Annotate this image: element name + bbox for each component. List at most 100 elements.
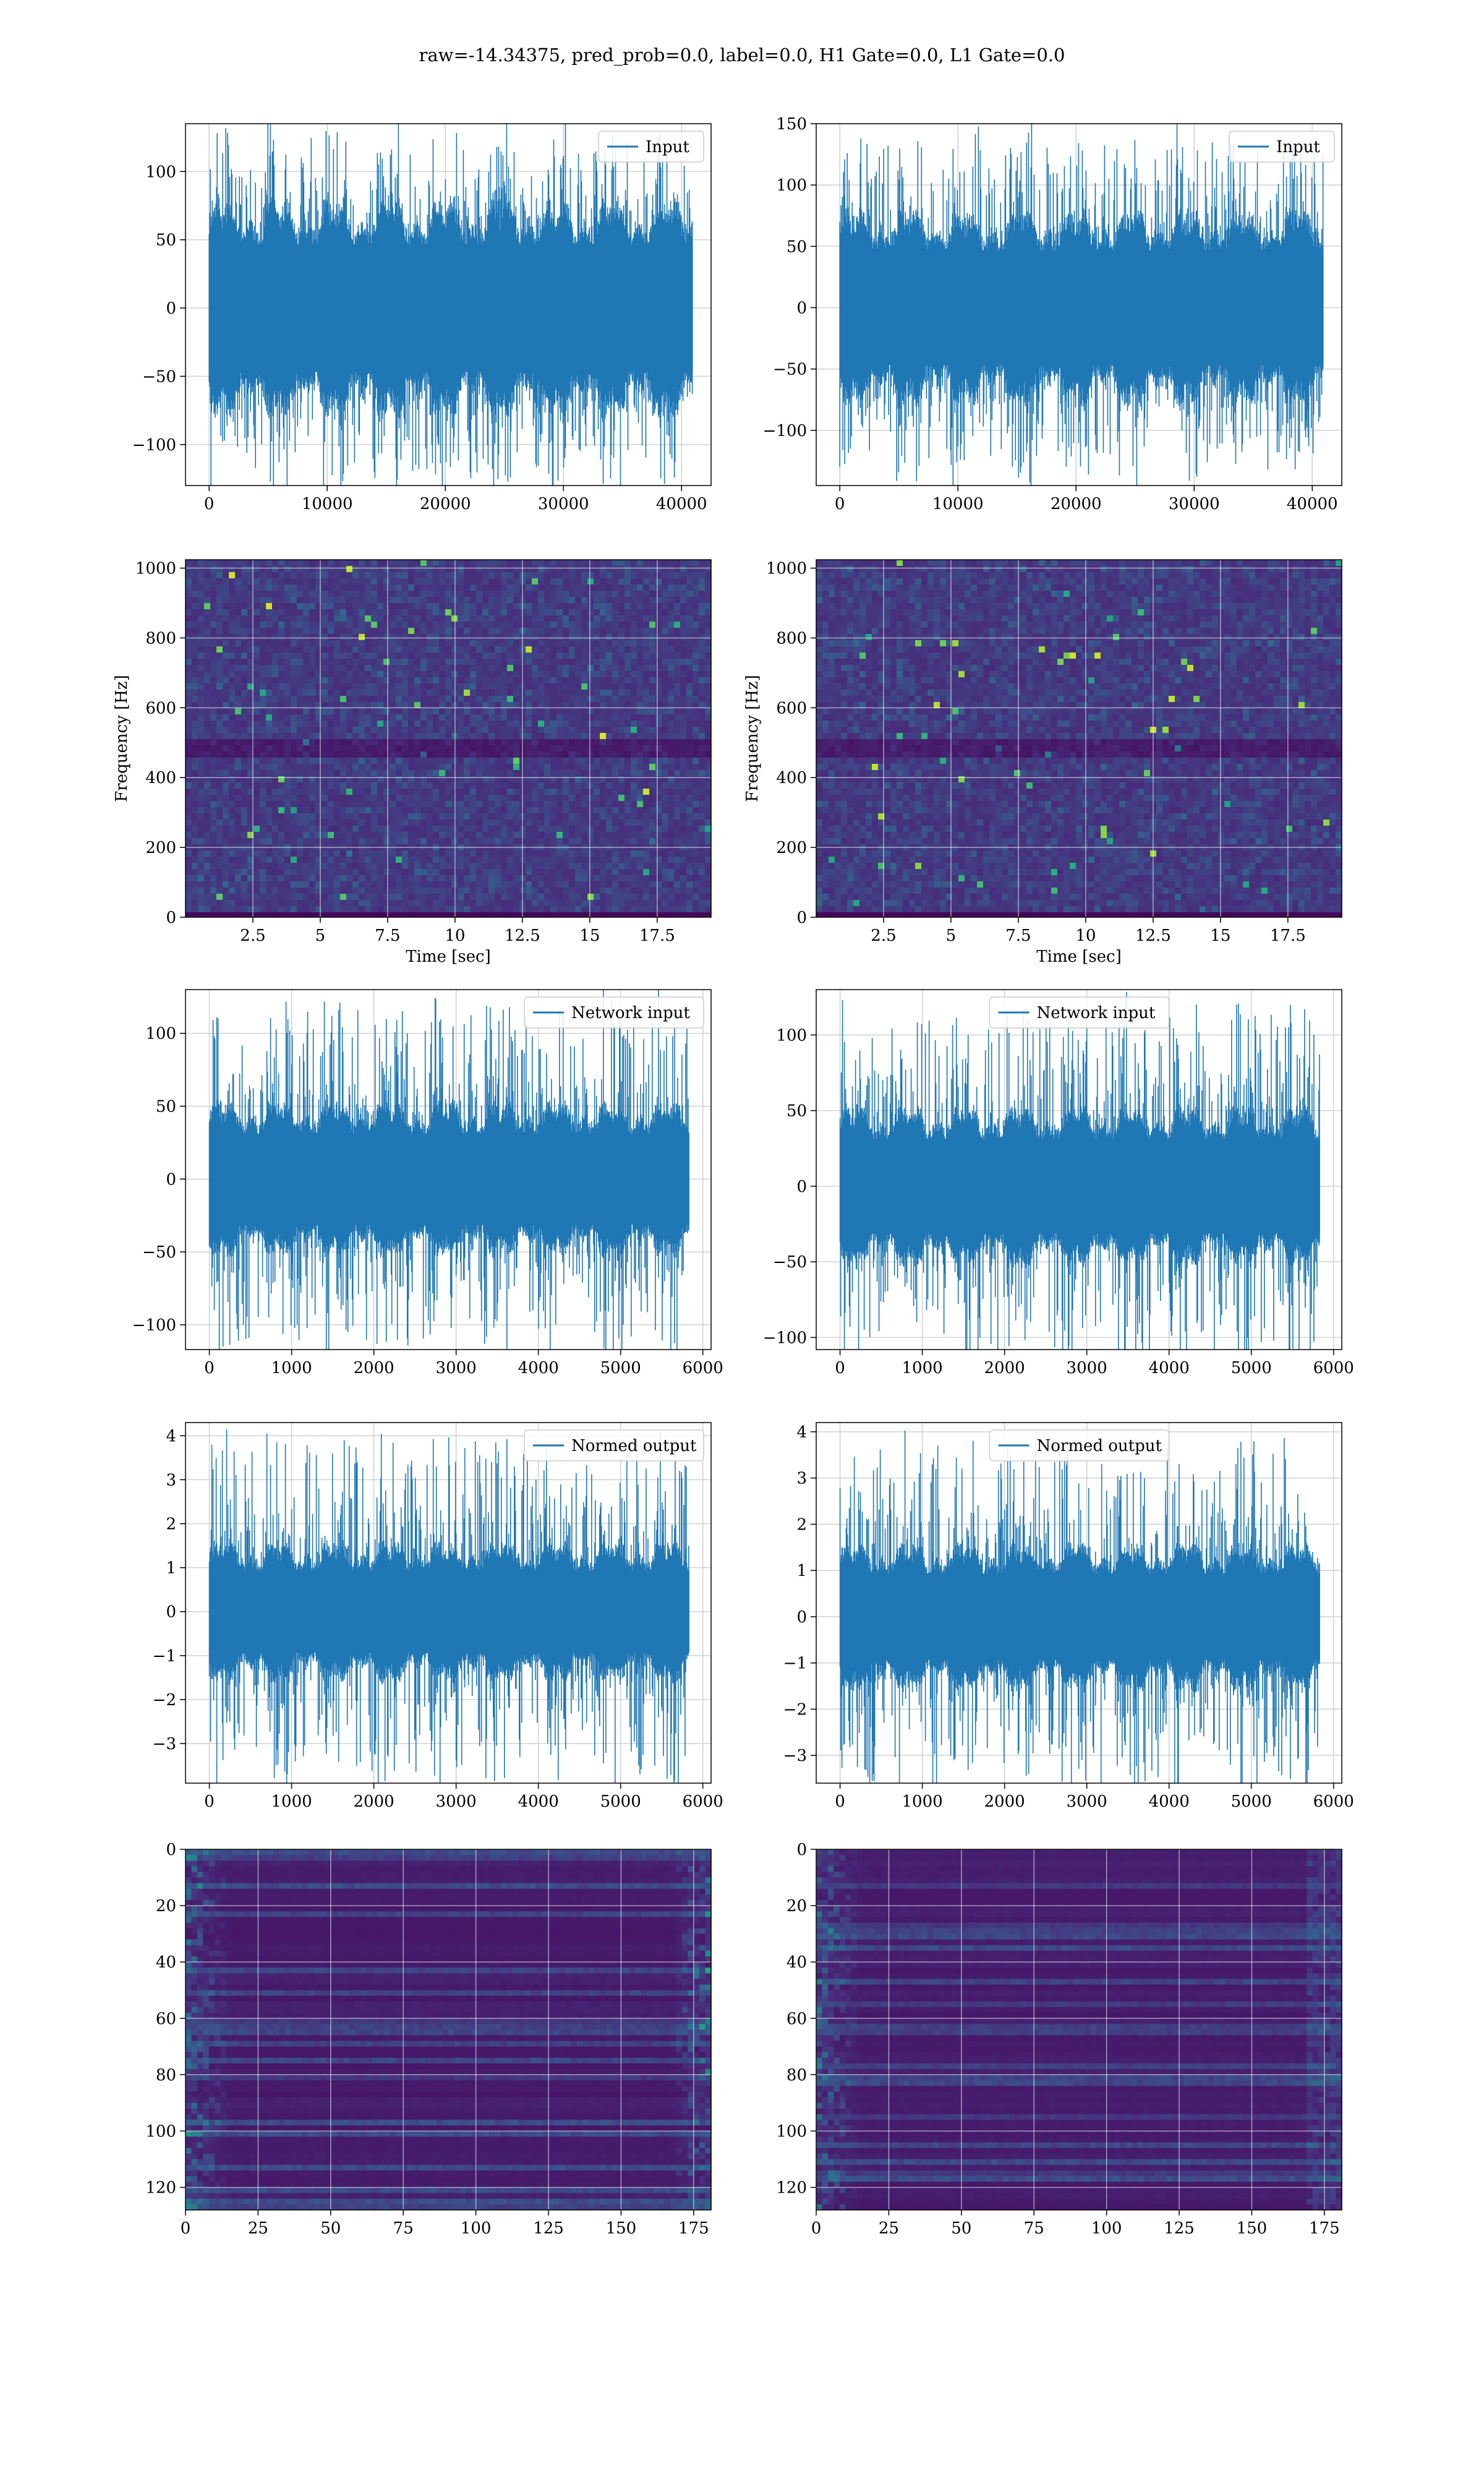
x-tick-label: 3000 <box>1067 1359 1107 1377</box>
y-tick-label: 40 <box>787 1953 807 1972</box>
x-tick-label: 6000 <box>1313 1792 1354 1811</box>
x-tick-label: 3000 <box>436 1792 477 1811</box>
chart-spectrogram-h1: 2.5 5 7.5 10 12.5 15 17.502004006008001000Time… <box>113 560 711 966</box>
x-tick-label: 5000 <box>1231 1359 1272 1377</box>
x-tick-label: 0 <box>835 1359 845 1377</box>
x-tick-label: 20000 <box>420 495 471 513</box>
y-tick-label: 0 <box>796 1178 807 1196</box>
x-tick-label: 0 <box>204 495 215 513</box>
y-tick-label: 50 <box>156 1098 176 1116</box>
x-tick-label: 4000 <box>518 1792 559 1811</box>
y-tick-label: −2 <box>783 1700 807 1719</box>
y-tick-label: 50 <box>156 231 176 250</box>
x-tick-label: 5000 <box>600 1359 641 1377</box>
x-tick-label: 75 <box>393 2219 414 2238</box>
x-tick-label: 100 <box>1091 2219 1122 2238</box>
x-tick-label: 150 <box>1237 2219 1268 2238</box>
series-core <box>840 1139 1320 1234</box>
legend-label: Network input <box>571 1004 690 1022</box>
legend: Normed output <box>524 1430 704 1461</box>
x-tick-label: 1000 <box>271 1792 312 1811</box>
x-tick-label: 175 <box>1309 2219 1340 2238</box>
y-tick-label: −1 <box>783 1654 807 1673</box>
y-tick-label: −100 <box>763 422 807 440</box>
y-tick-label: 100 <box>145 163 176 181</box>
x-tick-label: 2.5 <box>240 927 265 945</box>
y-axis-label: Frequency [Hz] <box>113 675 131 802</box>
x-tick-label: 12.5 <box>505 927 540 945</box>
x-tick-label: 75 <box>1024 2219 1044 2238</box>
legend-label: Normed output <box>571 1437 697 1455</box>
x-tick-label: 2000 <box>984 1792 1025 1811</box>
chart-network-input-l1: 0 1000 2000 3000 4000 5000 6000−100−50050100Ne… <box>763 990 1354 1377</box>
x-tick-label: 5000 <box>600 1792 641 1811</box>
y-tick-label: 1000 <box>135 560 176 578</box>
chart-input-l1: 0 10000 20000 30000 40000−100−50050100150Inp… <box>763 115 1342 513</box>
y-tick-label: −50 <box>773 1253 807 1272</box>
y-tick-label: −100 <box>132 1316 176 1335</box>
y-tick-label: 120 <box>145 2179 176 2198</box>
x-tick-label: 2000 <box>354 1359 394 1377</box>
y-tick-label: −100 <box>132 436 176 455</box>
x-tick-label: 175 <box>678 2219 709 2238</box>
y-tick-label: 0 <box>796 299 807 317</box>
x-tick-label: 125 <box>1164 2219 1195 2238</box>
y-tick-label: 0 <box>796 1608 807 1627</box>
x-tick-label: 3000 <box>436 1359 477 1377</box>
x-tick-label: 17.5 <box>1270 927 1306 945</box>
x-tick-label: 40000 <box>656 495 707 513</box>
x-tick-label: 150 <box>606 2219 637 2238</box>
y-tick-label: 400 <box>145 769 176 787</box>
y-tick-label: 0 <box>796 1841 807 1859</box>
x-tick-label: 125 <box>533 2219 564 2238</box>
y-tick-label: −1 <box>153 1647 176 1666</box>
series-core <box>840 1573 1320 1660</box>
y-tick-label: 2 <box>796 1515 807 1534</box>
x-tick-label: 6000 <box>1313 1359 1354 1377</box>
series-core <box>210 1570 689 1653</box>
chart-normed-output-h1: 0 1000 2000 3000 4000 5000 6000−3−2−101234Norm… <box>153 1423 723 1811</box>
y-tick-label: 800 <box>145 629 176 648</box>
x-tick-label: 10 <box>445 927 465 945</box>
x-tick-label: 25 <box>248 2219 268 2238</box>
chart-normed-output-l1: 0 1000 2000 3000 4000 5000 6000−3−2−101234Norm… <box>783 1423 1354 1811</box>
y-tick-label: 0 <box>166 1170 176 1189</box>
x-tick-label: 1000 <box>902 1792 943 1811</box>
legend: Normed output <box>990 1430 1169 1461</box>
x-tick-label: 17.5 <box>639 927 675 945</box>
chart-network-input-h1: 0 1000 2000 3000 4000 5000 6000−100−50050100Ne… <box>132 987 723 1377</box>
y-tick-label: 4 <box>796 1423 807 1442</box>
y-tick-label: 100 <box>776 176 807 195</box>
y-tick-label: 4 <box>166 1427 176 1445</box>
series-core <box>210 1134 689 1225</box>
x-tick-label: 5 <box>946 927 957 945</box>
x-tick-label: 3000 <box>1067 1792 1107 1811</box>
y-tick-label: −50 <box>142 367 176 386</box>
x-tick-label: 6000 <box>683 1359 723 1377</box>
x-tick-label: 1000 <box>271 1359 312 1377</box>
x-tick-label: 10000 <box>932 495 984 513</box>
y-tick-label: 80 <box>787 2066 807 2084</box>
legend-label: Normed output <box>1037 1437 1162 1455</box>
y-tick-label: 80 <box>156 2066 176 2084</box>
series-core <box>840 250 1323 366</box>
x-tick-label: 2000 <box>984 1359 1025 1377</box>
y-tick-label: 1 <box>796 1562 807 1580</box>
x-tick-label: 4000 <box>1149 1792 1190 1811</box>
x-tick-label: 4000 <box>1149 1359 1190 1377</box>
x-tick-label: 12.5 <box>1135 927 1171 945</box>
x-tick-label: 0 <box>204 1359 215 1377</box>
heatmap-cells <box>816 1849 1342 2211</box>
x-tick-label: 30000 <box>538 495 589 513</box>
y-tick-label: 150 <box>776 115 807 134</box>
x-tick-label: 4000 <box>518 1359 559 1377</box>
y-tick-label: 120 <box>776 2179 807 2198</box>
x-tick-label: 10000 <box>302 495 353 513</box>
legend: Network input <box>524 997 704 1028</box>
x-tick-label: 2.5 <box>871 927 896 945</box>
legend: Input <box>1229 131 1334 162</box>
y-tick-label: 50 <box>787 238 807 256</box>
